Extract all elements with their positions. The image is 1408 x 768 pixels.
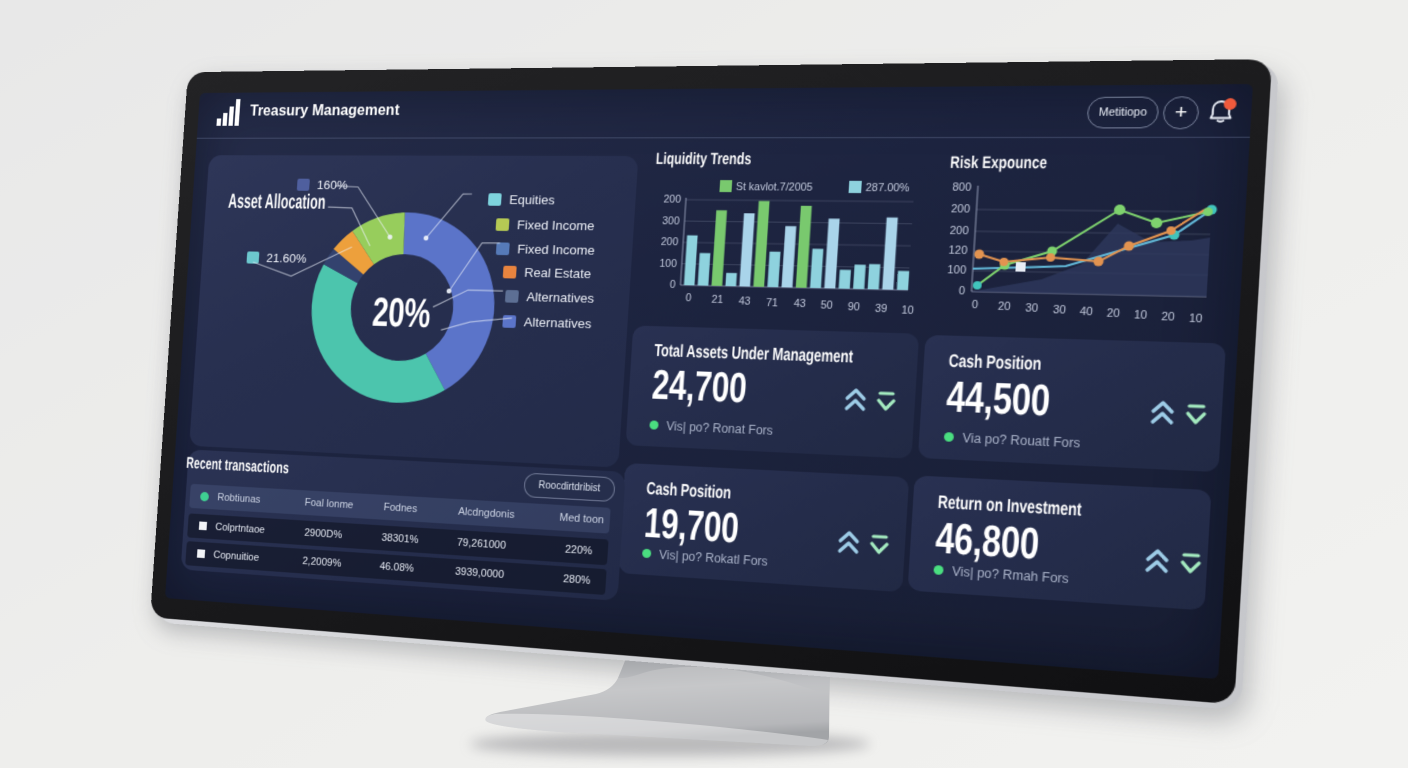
svg-text:20: 20: [998, 300, 1012, 312]
svg-text:50: 50: [820, 299, 833, 311]
svg-text:0: 0: [685, 292, 692, 304]
svg-text:0: 0: [971, 299, 978, 311]
svg-text:287.00%: 287.00%: [865, 182, 910, 194]
svg-text:43: 43: [738, 295, 751, 307]
svg-text:71: 71: [766, 297, 779, 309]
svg-text:200: 200: [663, 194, 681, 206]
svg-text:St kavlot.7/2005: St kavlot.7/2005: [735, 181, 813, 193]
svg-text:200: 200: [951, 203, 971, 215]
svg-text:90: 90: [847, 301, 860, 313]
svg-text:10: 10: [1134, 309, 1148, 322]
svg-text:0: 0: [669, 279, 676, 291]
svg-text:300: 300: [662, 215, 680, 227]
svg-text:100: 100: [659, 258, 677, 270]
svg-text:120: 120: [948, 244, 968, 256]
svg-text:39: 39: [875, 302, 888, 314]
svg-text:10: 10: [901, 304, 914, 316]
svg-text:800: 800: [952, 182, 972, 194]
svg-text:10: 10: [1189, 312, 1203, 325]
svg-text:0: 0: [958, 285, 965, 297]
svg-text:200: 200: [949, 225, 969, 237]
svg-text:100: 100: [947, 264, 967, 276]
svg-text:30: 30: [1025, 302, 1039, 314]
svg-text:20: 20: [1161, 310, 1175, 323]
svg-text:40: 40: [1079, 305, 1093, 317]
svg-text:21: 21: [711, 294, 723, 306]
svg-text:43: 43: [793, 297, 806, 309]
svg-text:200: 200: [661, 236, 679, 248]
svg-text:30: 30: [1053, 304, 1067, 316]
svg-text:20: 20: [1106, 307, 1120, 320]
